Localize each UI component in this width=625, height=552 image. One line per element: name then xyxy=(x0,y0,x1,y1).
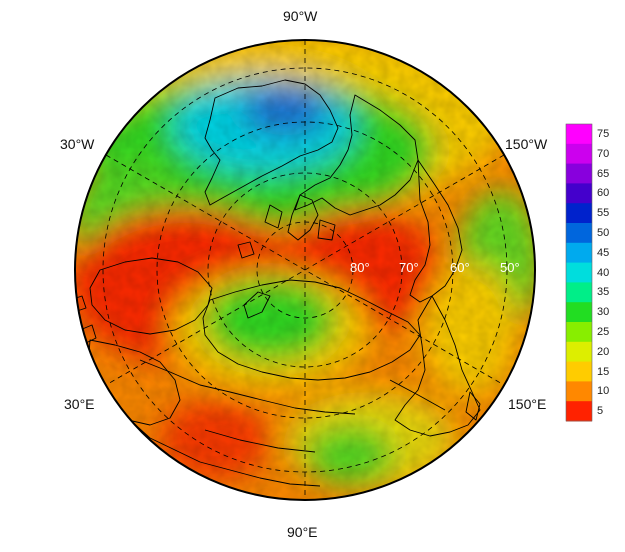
colorbar-tick-label: 5 xyxy=(597,405,604,418)
colorbar-tick-label: 35 xyxy=(597,286,610,299)
colorbar-segment xyxy=(566,401,592,422)
colorbar-segment xyxy=(566,183,592,204)
colorbar-tick-label: 55 xyxy=(597,207,610,220)
lon-label-upper-left: 30°W xyxy=(60,136,95,152)
lon-label-top: 90°W xyxy=(283,8,318,24)
colorbar-tick-label: 65 xyxy=(597,167,610,180)
coast-canadian-islands xyxy=(264,194,336,241)
lat-label-70: 70° xyxy=(399,260,419,275)
colorbar-tick-label: 60 xyxy=(597,187,610,200)
lat-circle-70 xyxy=(207,172,403,368)
colorbar-segment xyxy=(566,203,592,224)
coast-east-asia xyxy=(394,295,481,437)
colorbar-tick-label: 10 xyxy=(597,385,610,398)
colorbar-tick-label: 30 xyxy=(597,306,610,319)
lat-label-50: 50° xyxy=(500,260,520,275)
colorbar-segment xyxy=(566,223,592,244)
data-field xyxy=(75,40,535,500)
coast-greenland xyxy=(204,79,339,206)
lon-label-bottom: 90°E xyxy=(287,524,318,540)
coast-north-america xyxy=(294,94,419,216)
lat-label-60: 60° xyxy=(450,260,470,275)
colorbar-segment xyxy=(566,282,592,303)
colorbar-tick-label: 45 xyxy=(597,246,610,259)
colorbar-tick-label: 20 xyxy=(597,345,610,358)
colorbar-segment xyxy=(566,124,592,145)
lat-label-80: 80° xyxy=(350,260,370,275)
colorbar xyxy=(565,123,593,422)
lon-label-lower-right: 150°E xyxy=(508,396,547,412)
colorbar-segment xyxy=(566,322,592,343)
colorbar-segment xyxy=(566,143,592,165)
colorbar-segment xyxy=(566,302,592,323)
colorbar-segment xyxy=(566,163,592,184)
coast-svalbard xyxy=(237,241,255,259)
colorbar-tick-label: 50 xyxy=(597,226,610,239)
map-boundary xyxy=(74,39,536,501)
coast-alaska xyxy=(409,159,463,303)
coast-siberia xyxy=(202,279,421,381)
colorbar-tick-label: 40 xyxy=(597,266,610,279)
colorbar-segment xyxy=(566,381,592,402)
colorbar-segment xyxy=(566,262,592,283)
coast-novaya-zemlya xyxy=(243,291,271,319)
coast-inland-borders xyxy=(139,359,446,453)
colorbar-segment xyxy=(566,361,592,382)
colorbar-segment xyxy=(566,341,592,363)
lon-label-lower-left: 30°E xyxy=(64,396,95,412)
graticule xyxy=(102,40,508,500)
colorbar-frame xyxy=(565,123,593,422)
lon-label-upper-right: 150°W xyxy=(505,136,548,152)
meridian-150 xyxy=(105,154,505,386)
colorbar-tick-label: 70 xyxy=(597,147,610,160)
colorbar-tick-label: 25 xyxy=(597,325,610,338)
coastlines xyxy=(75,79,481,487)
coast-scandinavia xyxy=(89,257,213,335)
colorbar-segment xyxy=(566,242,592,264)
colorbar-tick-label: 15 xyxy=(597,365,610,378)
colorbar-tick-label: 75 xyxy=(597,127,610,140)
coast-japan xyxy=(465,391,481,421)
